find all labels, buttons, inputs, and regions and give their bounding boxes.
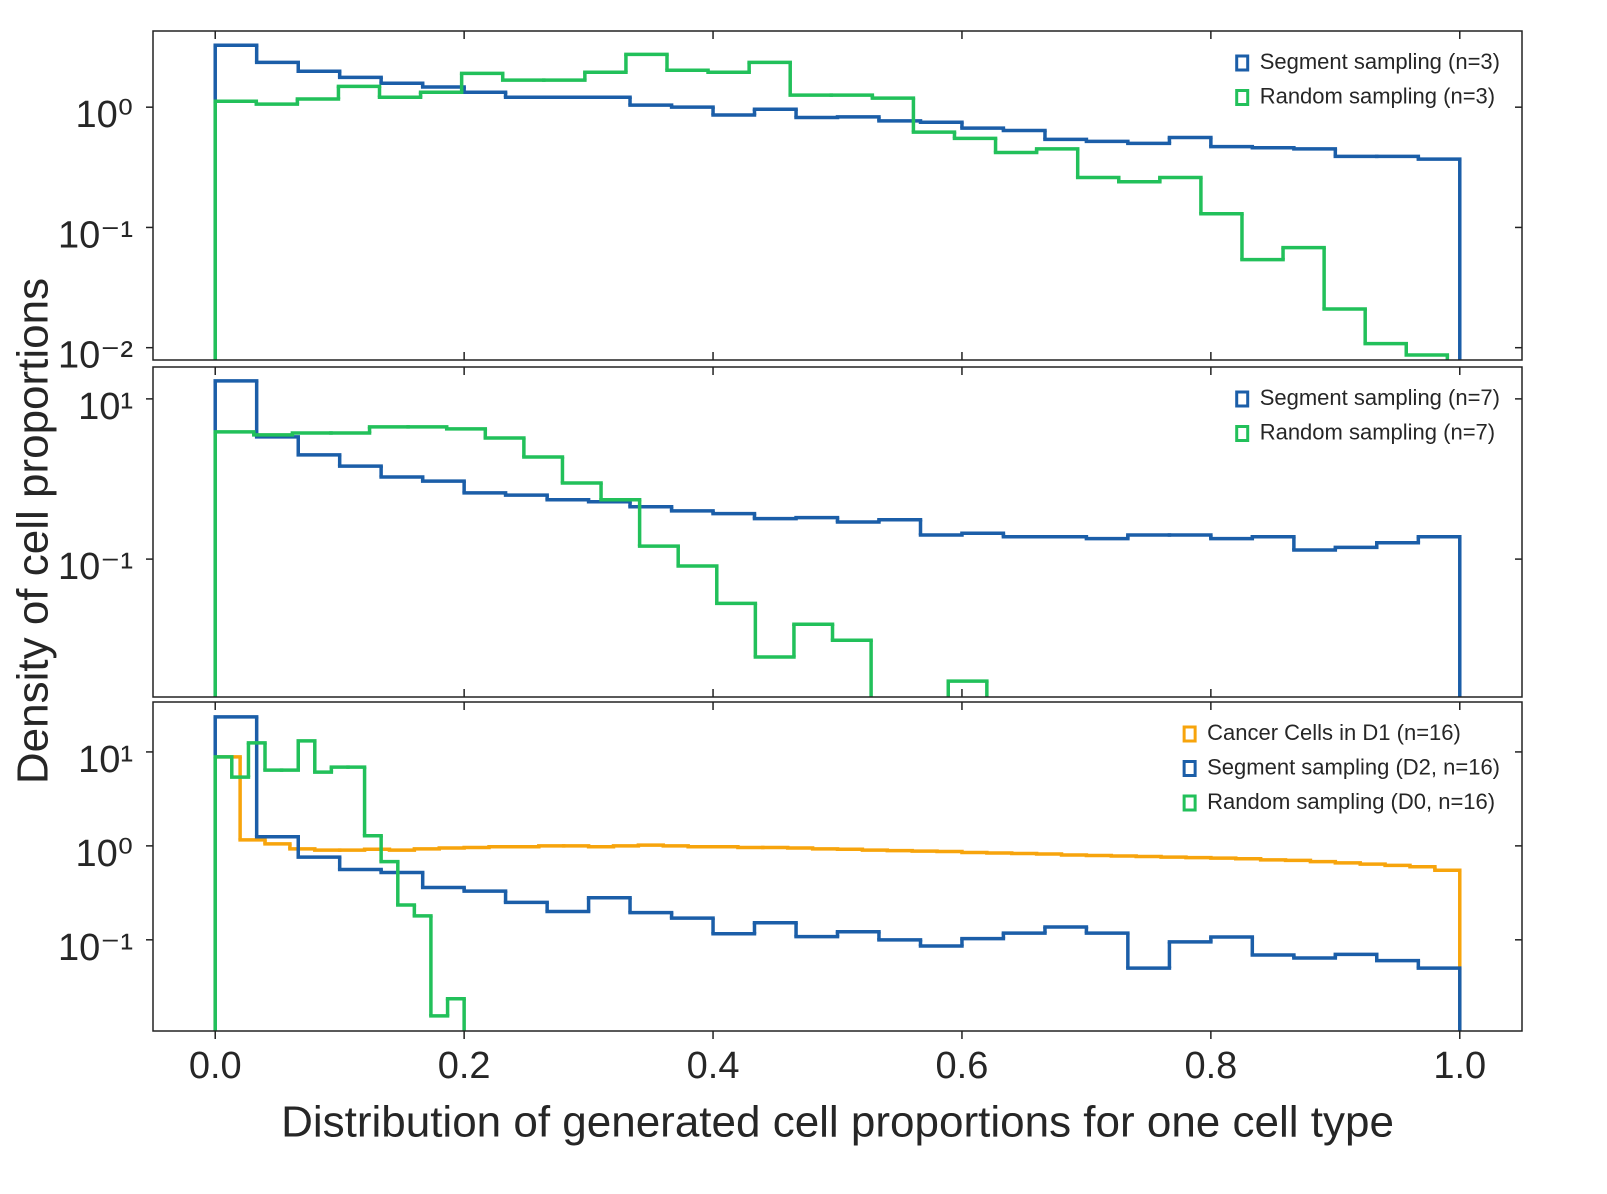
legend-marker <box>1235 425 1250 442</box>
x-tick-label: 0.4 <box>687 1045 740 1087</box>
legend-label: Random sampling (n=7) <box>1260 419 1495 444</box>
legend-marker <box>1235 390 1250 408</box>
y-tick-label: 10¹ <box>78 739 133 781</box>
axes-frame <box>152 366 1523 698</box>
series-group <box>213 43 1462 360</box>
y-tick-label: 10¹ <box>78 386 133 428</box>
legend-marker <box>1182 794 1197 812</box>
y-tick-label: 10⁻¹ <box>58 927 133 969</box>
legend-label: Segment sampling (n=3) <box>1260 49 1500 74</box>
legend-label: Random sampling (D0, n=16) <box>1207 789 1495 814</box>
series-group <box>213 715 1462 1031</box>
y-tick-label: 10⁻² <box>58 335 133 377</box>
axes-frame <box>152 30 1523 361</box>
x-tick-label: 0.2 <box>438 1045 491 1087</box>
legend-marker <box>1182 725 1197 743</box>
legend-label: Segment sampling (D2, n=16) <box>1207 754 1500 779</box>
x-tick-label: 0.0 <box>189 1045 242 1087</box>
legend-label: Cancer Cells in D1 (n=16) <box>1207 720 1461 745</box>
legend-label: Random sampling (n=3) <box>1260 83 1495 108</box>
y-tick-label: 10⁻¹ <box>58 546 133 588</box>
legend-marker <box>1235 54 1250 72</box>
x-tick-label: 0.6 <box>936 1045 989 1087</box>
legend-label: Segment sampling (n=7) <box>1260 385 1500 410</box>
x-tick-label: 0.8 <box>1184 1045 1237 1087</box>
x-axis-title: Distribution of generated cell proportio… <box>281 1098 1394 1147</box>
series-group <box>213 379 1462 697</box>
y-tick-label: 10⁰ <box>75 94 133 136</box>
x-tick-label: 1.0 <box>1433 1045 1486 1087</box>
y-tick-label: 10⁻¹ <box>58 214 133 256</box>
y-axis-title: Density of cell proportions <box>9 278 58 784</box>
legend-marker <box>1235 89 1250 106</box>
y-tick-label: 10⁰ <box>75 833 133 875</box>
axes-frame <box>152 701 1523 1032</box>
legend-marker <box>1182 760 1197 777</box>
